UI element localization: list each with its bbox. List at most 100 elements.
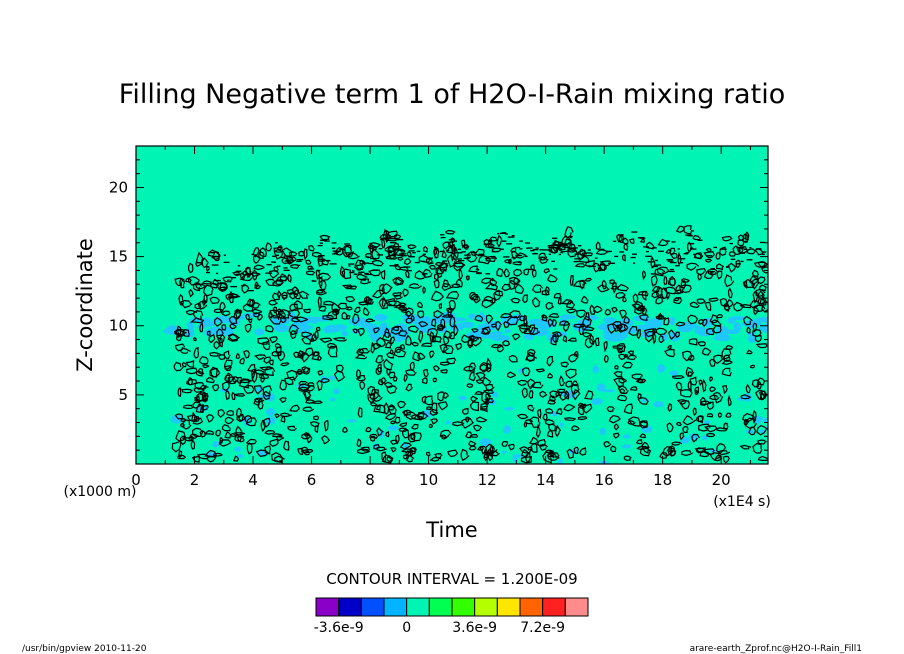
contour-line bbox=[522, 294, 529, 304]
contour-line bbox=[671, 375, 685, 380]
contour-line bbox=[663, 317, 670, 326]
contour-line bbox=[698, 379, 703, 386]
contour-line bbox=[288, 324, 300, 336]
contour-line bbox=[687, 314, 699, 325]
negative-patch bbox=[458, 395, 467, 401]
contour-line bbox=[428, 264, 436, 270]
contour-line bbox=[228, 290, 234, 304]
contour-line bbox=[755, 288, 766, 297]
contour-line bbox=[398, 305, 408, 311]
y-axis: 5 10 15 20 bbox=[109, 159, 768, 451]
contour-line bbox=[316, 379, 323, 392]
contour-line bbox=[549, 390, 561, 399]
contour-line bbox=[573, 446, 580, 454]
contour-line bbox=[397, 256, 404, 261]
contour-line bbox=[675, 321, 686, 327]
contour-line bbox=[384, 229, 391, 244]
contour-line bbox=[623, 455, 632, 461]
contour-line bbox=[270, 452, 284, 463]
contour-line bbox=[503, 268, 511, 278]
contour-line bbox=[688, 338, 698, 346]
contour-line bbox=[405, 334, 412, 346]
contour-line bbox=[206, 376, 215, 384]
contour-line bbox=[345, 306, 353, 311]
contour-line bbox=[612, 345, 626, 350]
contour-line bbox=[198, 356, 209, 365]
contour-line bbox=[721, 367, 732, 377]
contour-line bbox=[531, 296, 541, 308]
contour-line bbox=[451, 243, 456, 255]
contour-line bbox=[757, 290, 765, 301]
contour-line bbox=[430, 290, 444, 302]
contour-line bbox=[238, 378, 250, 389]
contour-line bbox=[268, 299, 278, 306]
contour-line bbox=[501, 440, 509, 448]
contour-line bbox=[356, 438, 362, 447]
contour-line bbox=[597, 266, 603, 272]
contour-line bbox=[281, 294, 288, 299]
contour-line bbox=[446, 357, 457, 365]
contour-line bbox=[175, 331, 183, 342]
contour-line bbox=[302, 406, 315, 412]
contour-line bbox=[438, 303, 443, 310]
contour-line bbox=[201, 257, 209, 269]
contour-line bbox=[251, 308, 263, 315]
colorbar-swatch bbox=[428, 597, 453, 617]
contour-line bbox=[547, 399, 557, 405]
contour-line bbox=[179, 347, 191, 354]
contour-line bbox=[510, 297, 521, 304]
footer-left: /usr/bin/gpview 2010-11-20 bbox=[22, 644, 147, 654]
contour-line bbox=[483, 295, 494, 302]
negative-patch bbox=[346, 419, 357, 423]
contour-line bbox=[618, 309, 628, 320]
contour-line bbox=[174, 328, 186, 337]
contour-line bbox=[573, 323, 586, 328]
contour-line bbox=[224, 430, 232, 439]
contour-line bbox=[195, 251, 204, 264]
contour-line bbox=[652, 328, 657, 335]
y-axis-unit: (x1000 m) bbox=[64, 484, 137, 500]
contour-line bbox=[188, 288, 194, 298]
negative-patch bbox=[591, 398, 597, 405]
contour-line bbox=[180, 418, 187, 422]
plot-area bbox=[135, 145, 769, 465]
contour-line bbox=[277, 350, 286, 362]
contour-line bbox=[235, 352, 241, 359]
contour-line bbox=[531, 269, 537, 278]
contour-line bbox=[621, 361, 634, 369]
contour-line bbox=[243, 384, 255, 395]
negative-patch bbox=[266, 416, 276, 425]
contour-line bbox=[627, 350, 635, 355]
contour-line bbox=[209, 366, 221, 378]
contour-line bbox=[354, 354, 368, 360]
colorbar-swatch bbox=[542, 597, 566, 617]
contour-line bbox=[712, 354, 724, 365]
chart-title: Filling Negative term 1 of H2O-I-Rain mi… bbox=[119, 79, 785, 110]
contour-line bbox=[641, 269, 647, 281]
contour-line bbox=[562, 321, 571, 333]
contour-line bbox=[660, 287, 668, 300]
contour-line bbox=[564, 368, 578, 380]
contour-line bbox=[192, 310, 204, 321]
contour-line bbox=[410, 341, 419, 347]
contour-line bbox=[637, 290, 649, 297]
contour-line bbox=[393, 348, 407, 358]
contour-line bbox=[417, 352, 426, 361]
contour-line bbox=[242, 303, 254, 312]
contour-line bbox=[194, 395, 201, 402]
contour-line bbox=[226, 409, 235, 417]
contour-line bbox=[265, 325, 275, 333]
contour-line bbox=[464, 244, 470, 250]
contour-line bbox=[195, 370, 205, 377]
contour-line bbox=[664, 348, 676, 358]
contour-line bbox=[371, 342, 382, 350]
contour-line bbox=[571, 380, 579, 387]
contour-line bbox=[260, 419, 266, 432]
contour-line bbox=[263, 356, 272, 364]
contour-line bbox=[467, 336, 475, 349]
contour-line bbox=[398, 427, 408, 432]
contour-line bbox=[315, 326, 321, 332]
contour-line bbox=[187, 262, 194, 274]
contour-line bbox=[567, 247, 578, 258]
contour-line bbox=[468, 440, 477, 447]
